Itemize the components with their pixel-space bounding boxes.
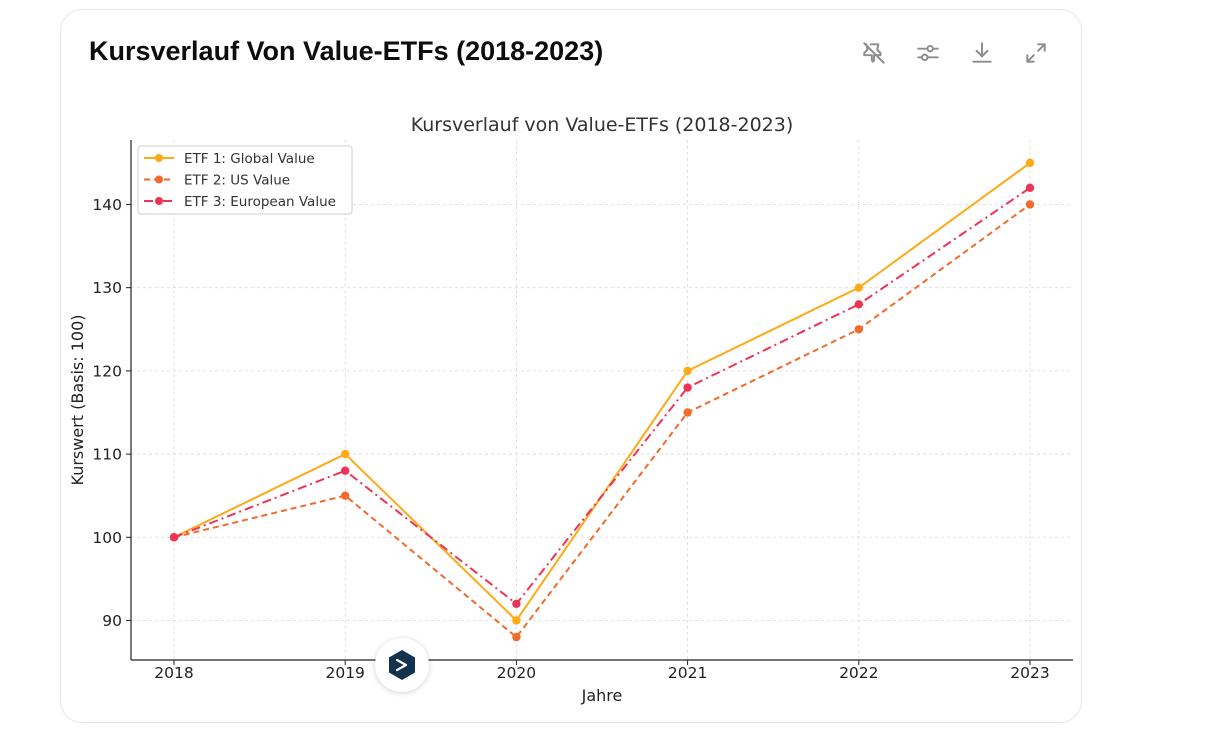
- data-point-etf1: [854, 283, 863, 292]
- data-point-etf2: [683, 408, 692, 417]
- y-tick-label: 140: [92, 196, 122, 214]
- data-point-etf2: [341, 491, 350, 500]
- y-tick-label: 100: [92, 529, 122, 547]
- expand-button[interactable]: [1019, 38, 1053, 68]
- chart-card: Kursverlauf Von Value-ETFs (2018-2023): [60, 9, 1082, 723]
- legend-box: [137, 145, 353, 215]
- x-tick-label: 2020: [497, 664, 536, 682]
- x-tick-label: 2023: [1010, 664, 1049, 682]
- y-tick-label: 110: [92, 446, 122, 464]
- card-title: Kursverlauf Von Value-ETFs (2018-2023): [89, 36, 604, 66]
- series-line-1: [173, 162, 1031, 623]
- data-point-etf3: [341, 466, 350, 475]
- chart-toolbar: [857, 38, 1053, 68]
- share-fab-button[interactable]: [375, 638, 429, 692]
- settings-sliders-icon: [917, 44, 939, 62]
- x-tick-label: 2019: [325, 664, 364, 682]
- data-point-etf3: [512, 599, 521, 609]
- data-point-etf1: [1025, 158, 1035, 168]
- share-icon: [389, 650, 415, 680]
- y-tick-label: 130: [92, 279, 122, 297]
- legend-label: ETF 3: European Value: [184, 194, 336, 210]
- data-point-etf1: [683, 366, 692, 376]
- legend-label: ETF 1: Global Value: [184, 151, 315, 167]
- x-axis-label: Jahre: [581, 686, 623, 705]
- data-point-etf2: [854, 325, 863, 334]
- legend-label: ETF 2: US Value: [184, 173, 290, 189]
- download-icon: [972, 42, 992, 63]
- data-point-etf3: [683, 383, 692, 392]
- settings-button[interactable]: [911, 38, 945, 68]
- x-tick-label: 2018: [154, 664, 193, 682]
- y-axis-label: Kurswert (Basis: 100): [68, 314, 87, 485]
- data-point-etf3: [169, 533, 179, 542]
- chart-title: Kursverlauf von Value-ETFs (2018-2023): [411, 114, 794, 136]
- y-tick-label: 120: [92, 362, 122, 380]
- data-point-etf1: [512, 616, 521, 625]
- series-line-3: [173, 187, 1031, 606]
- legend-marker: [155, 197, 163, 205]
- data-point-etf3: [854, 300, 863, 309]
- download-button[interactable]: [965, 38, 999, 68]
- legend-marker: [155, 175, 163, 184]
- legend-marker: [155, 154, 163, 162]
- data-point-etf2: [1025, 200, 1035, 209]
- x-tick-label: 2022: [839, 664, 878, 682]
- data-point-etf1: [341, 449, 350, 459]
- data-point-etf2: [512, 632, 521, 642]
- y-tick-label: 90: [102, 612, 122, 630]
- data-point-etf3: [1025, 183, 1035, 193]
- expand-icon: [1026, 43, 1046, 63]
- series-line-2: [173, 203, 1031, 639]
- x-tick-label: 2021: [668, 664, 707, 682]
- unpin-icon: [863, 42, 885, 64]
- unpin-button[interactable]: [857, 38, 891, 68]
